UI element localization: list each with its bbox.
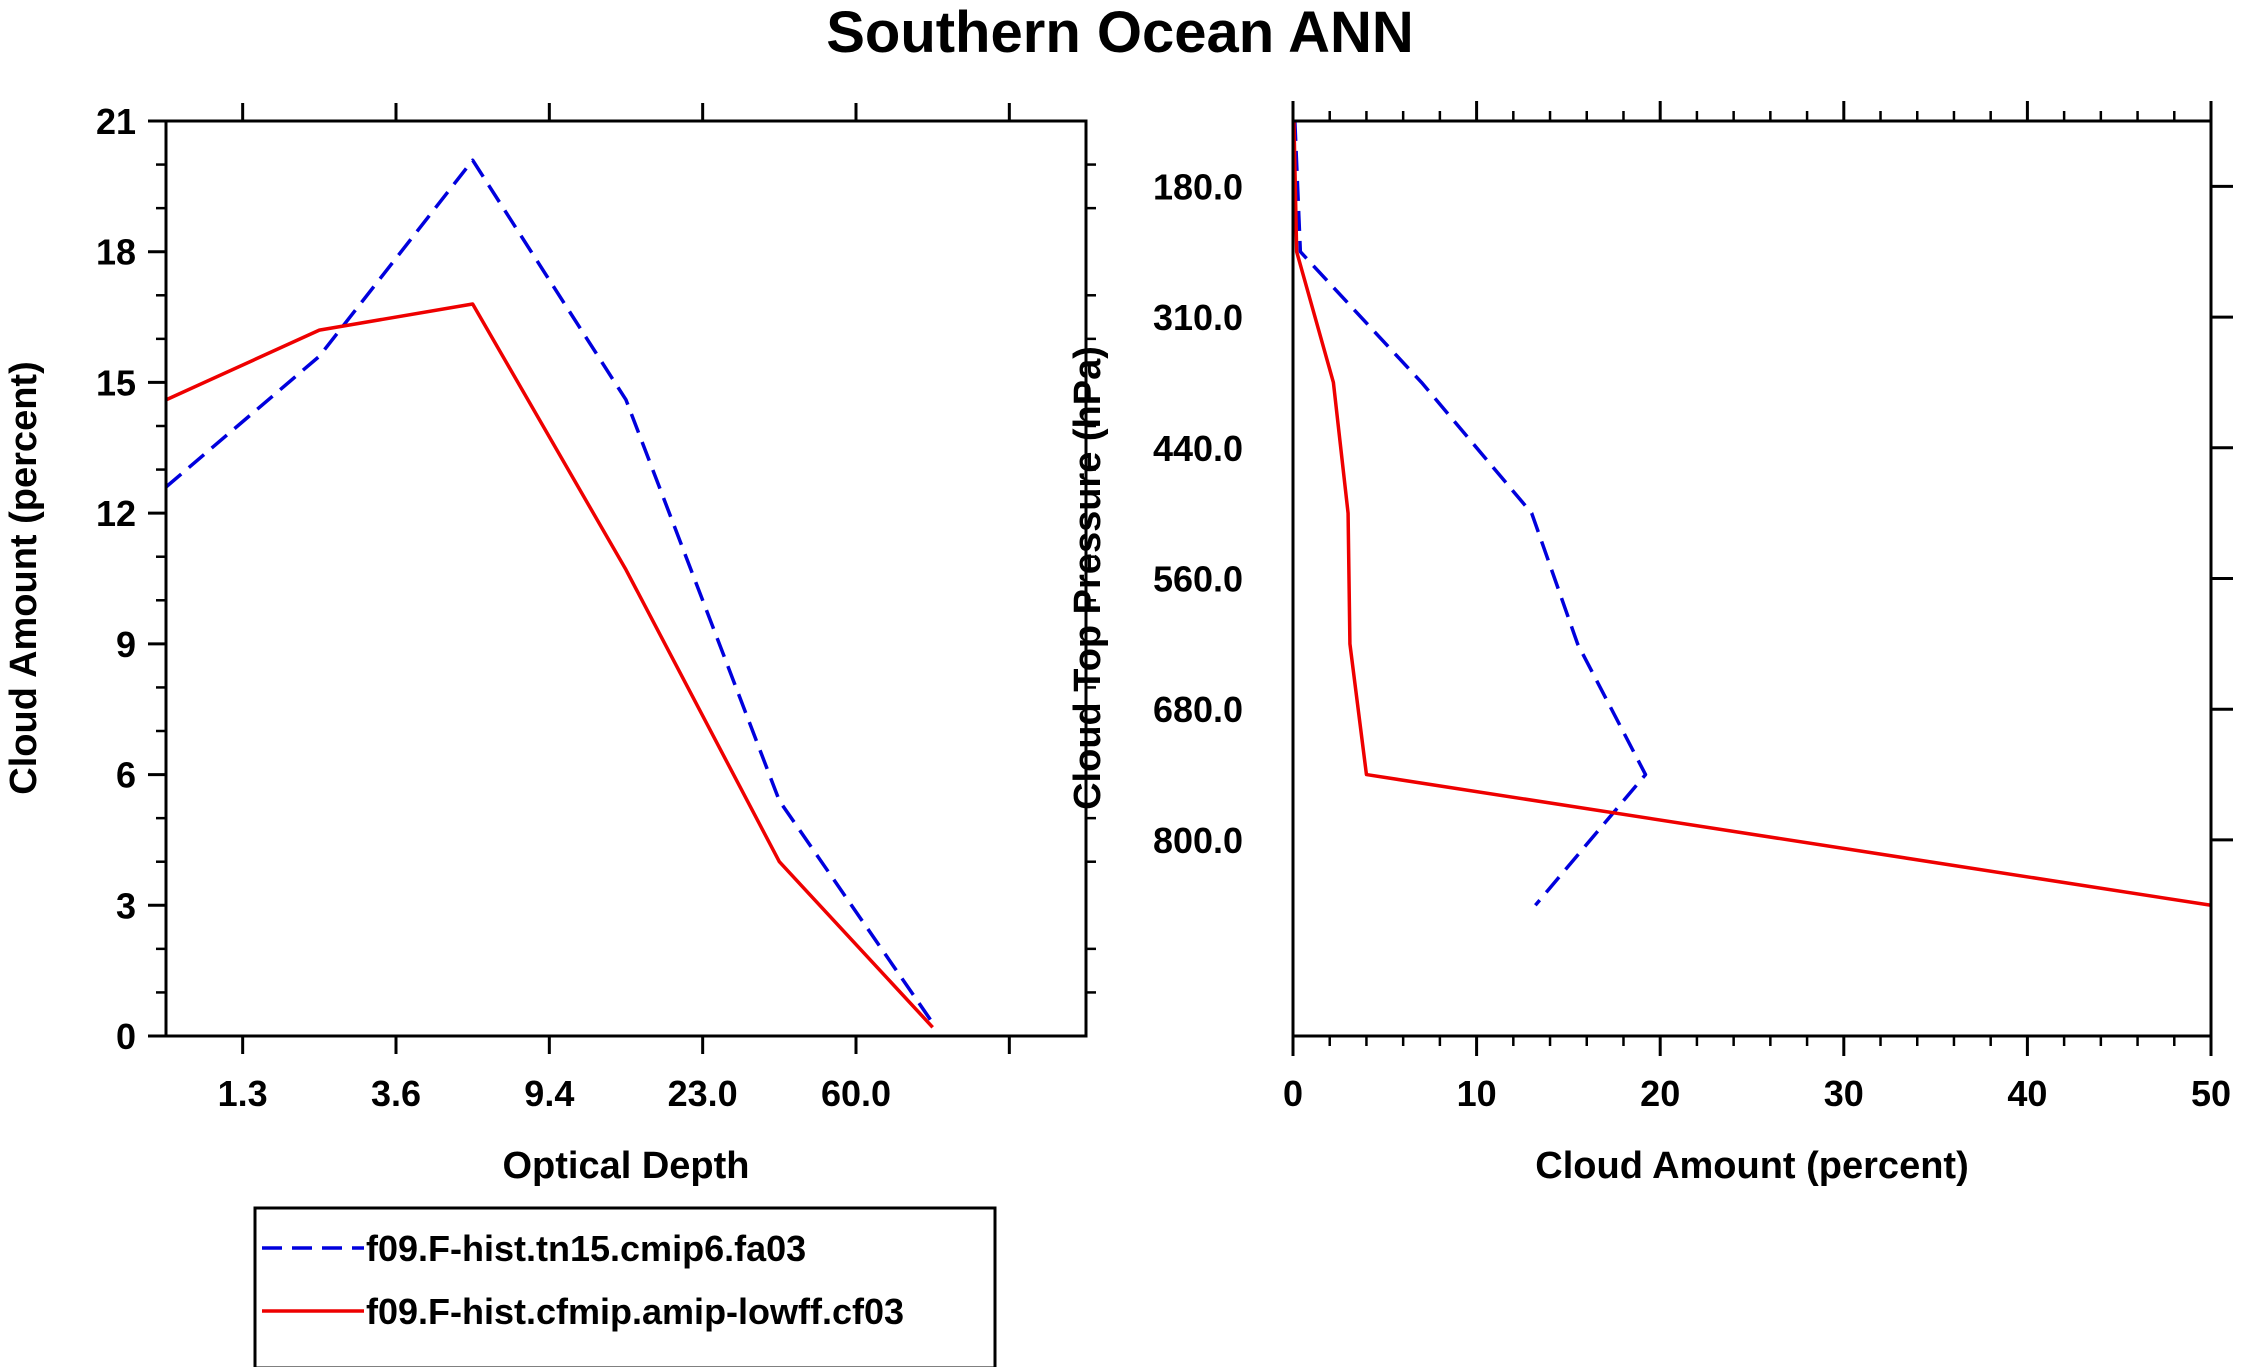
right-series-group — [1292, 120, 2212, 908]
left-tick-labels: 0 3 6 9 12 15 18 21 1.3 3.6 9.4 23.0 60.0 — [96, 101, 891, 1114]
left-y-tick-label: 6 — [116, 755, 136, 796]
left-tick-marks — [148, 103, 1096, 1054]
legend-box — [253, 1206, 997, 1367]
right-x-tick-label: 10 — [1457, 1073, 1497, 1114]
chart-title: Southern Ocean ANN — [826, 0, 1414, 65]
left-y-tick-label: 21 — [96, 101, 136, 142]
right-x-tick-label: 40 — [2007, 1073, 2047, 1114]
right-x-tick-label: 20 — [1640, 1073, 1680, 1114]
right-y-axis-label: Cloud Top Pressure (hPa) — [1067, 346, 1109, 810]
left-x-tick-label: 9.4 — [524, 1073, 574, 1114]
left-y-tick-label: 18 — [96, 232, 136, 273]
left-y-tick-label: 9 — [116, 624, 136, 665]
left-y-tick-label: 3 — [116, 885, 136, 926]
left-series-line-1 — [164, 158, 935, 1024]
right-x-tick-label: 50 — [2191, 1073, 2231, 1114]
right-y-tick-label: 180.0 — [1153, 166, 1243, 207]
right-tick-marks — [1291, 101, 2233, 1056]
right-tick-labels: 180.0 310.0 440.0 560.0 680.0 800.0 0 10 20 30 40 5… — [1153, 166, 2231, 1114]
left-series-line-2 — [165, 302, 934, 1029]
left-x-tick-label: 3.6 — [371, 1073, 421, 1114]
left-y-tick-label: 15 — [96, 362, 136, 403]
left-plot-frame — [164, 119, 1088, 1038]
cloud-top-pressure-panel: 180.0 310.0 440.0 560.0 680.0 800.0 0 10 20 30 40 5… — [1067, 101, 2233, 1187]
optical-depth-panel: 0 3 6 9 12 15 18 21 1.3 3.6 9.4 23.0 60.0 Optical De… — [3, 101, 1096, 1187]
left-series-group — [164, 158, 935, 1029]
right-y-tick-label: 680.0 — [1153, 689, 1243, 730]
right-series-line-2 — [1292, 120, 2212, 908]
right-y-tick-label: 440.0 — [1153, 428, 1243, 469]
right-x-tick-label: 0 — [1283, 1073, 1303, 1114]
right-y-tick-label: 310.0 — [1153, 297, 1243, 338]
right-x-axis-label: Cloud Amount (percent) — [1535, 1145, 1968, 1187]
legend: f09.F-hist.tn15.cmip6.fa03 f09.F-hist.cf… — [253, 1206, 997, 1367]
legend-label-series-1: f09.F-hist.tn15.cmip6.fa03 — [366, 1228, 806, 1269]
right-plot-frame — [1291, 119, 2213, 1038]
legend-label-series-2: f09.F-hist.cfmip.amip-lowff.cf03 — [366, 1291, 904, 1332]
left-y-axis-label: Cloud Amount (percent) — [3, 361, 45, 794]
left-y-tick-label: 0 — [116, 1016, 136, 1057]
left-x-axis-label: Optical Depth — [502, 1145, 749, 1187]
left-x-tick-label: 60.0 — [821, 1073, 891, 1114]
left-y-tick-label: 12 — [96, 493, 136, 534]
left-x-tick-label: 1.3 — [218, 1073, 268, 1114]
right-x-tick-label: 30 — [1824, 1073, 1864, 1114]
right-y-tick-label: 800.0 — [1153, 820, 1243, 861]
right-y-tick-label: 560.0 — [1153, 559, 1243, 600]
left-x-tick-label: 23.0 — [668, 1073, 738, 1114]
